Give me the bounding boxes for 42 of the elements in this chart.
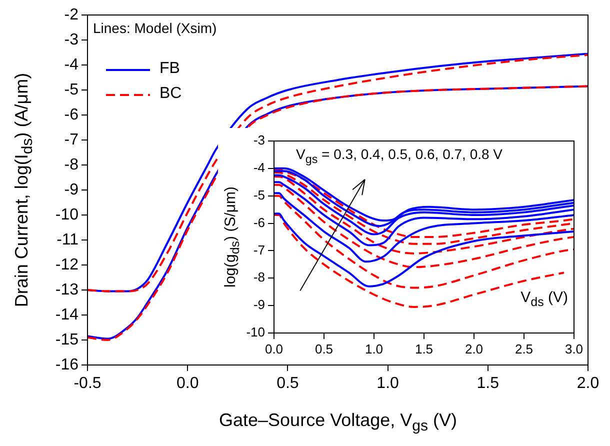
y-tick-label: -12 xyxy=(55,256,79,274)
x-tick-label: 0.5 xyxy=(314,341,334,356)
x-tick-label: 0.5 xyxy=(276,375,299,392)
y-tick-label: -7 xyxy=(64,131,79,148)
x-tick-label: -0.5 xyxy=(74,375,102,392)
y-tick-label: -4 xyxy=(253,160,265,176)
x-tick-label: 1.5 xyxy=(476,375,500,392)
y-tick-label: -3 xyxy=(253,132,265,148)
y-tick-label: -15 xyxy=(55,331,79,348)
x-tick-label: 1.0 xyxy=(376,375,400,392)
annotation: V$_{gs}$ = 0.3, 0.4, 0.5, 0.6, 0.7, 0.8 V xyxy=(296,146,503,166)
y-tick-label: -3 xyxy=(64,31,79,48)
y-tick-label: -13 xyxy=(55,281,79,298)
x-tick-label: 1.0 xyxy=(364,341,384,356)
y-tick-label: -7 xyxy=(253,242,265,258)
y-tick-label: -8 xyxy=(64,156,79,174)
y-tick-label: -16 xyxy=(55,356,79,374)
x-axis-title: V$_{ds}$ (V) xyxy=(520,289,568,310)
legend-label: FB xyxy=(160,60,180,79)
x-axis-title: Gate–Source Voltage, V$_{gs}$ (V) xyxy=(219,410,457,435)
y-tick-label: -9 xyxy=(253,297,265,312)
y-tick-label: -5 xyxy=(64,81,79,98)
y-tick-label: -9 xyxy=(64,181,79,198)
y-tick-label: -10 xyxy=(55,206,79,224)
legend-label: BC xyxy=(160,85,182,104)
y-tick-label: -10 xyxy=(246,324,265,340)
x-tick-label: 2.5 xyxy=(514,341,534,356)
y-tick-label: -11 xyxy=(56,231,79,248)
x-tick-label: 0.0 xyxy=(176,375,199,392)
x-tick-label: 0.0 xyxy=(264,341,284,356)
y-tick-label: -8 xyxy=(253,270,265,285)
y-tick-label: -14 xyxy=(55,306,79,324)
y-tick-label: -2 xyxy=(64,6,79,24)
y-tick-label: -5 xyxy=(253,187,265,202)
x-tick-label: 2.0 xyxy=(464,341,484,356)
annotation: Lines: Model (Xsim) xyxy=(93,20,217,36)
x-tick-label: 1.5 xyxy=(414,341,434,356)
y-tick-label: -4 xyxy=(64,56,79,74)
x-tick-label: 3.0 xyxy=(564,341,584,356)
y-tick-label: -6 xyxy=(64,106,79,124)
x-tick-label: 2.0 xyxy=(576,375,600,392)
y-tick-label: -6 xyxy=(253,214,265,230)
